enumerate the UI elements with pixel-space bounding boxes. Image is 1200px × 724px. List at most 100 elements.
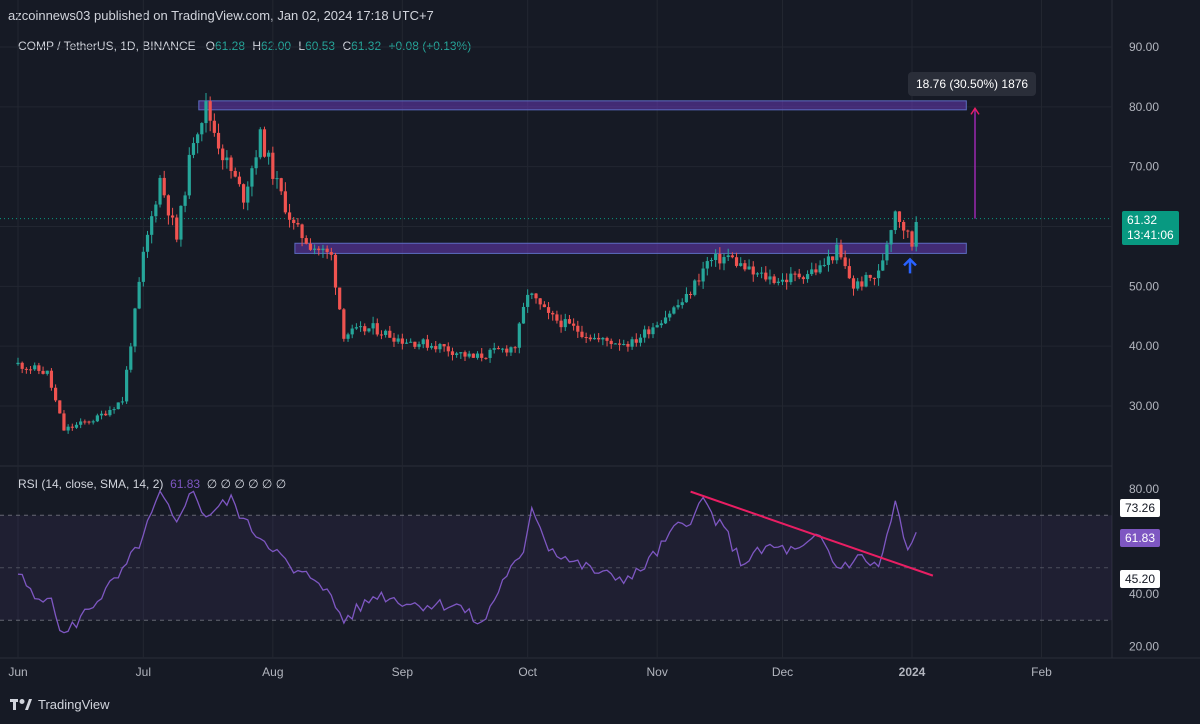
candle-body <box>346 334 350 339</box>
rsi-tick-label: 20.00 <box>1129 640 1159 654</box>
candle-body <box>434 345 438 350</box>
candle-body <box>797 273 801 278</box>
low-value: 60.53 <box>305 39 336 53</box>
candle-body <box>651 327 655 335</box>
candle-body <box>868 274 872 278</box>
candle-body <box>680 302 684 306</box>
candle-body <box>392 337 396 342</box>
candle-body <box>154 204 158 217</box>
candle-body <box>229 157 233 171</box>
candle-body <box>617 343 622 345</box>
candle-body <box>321 248 325 251</box>
rsi-empty-values: ∅ ∅ ∅ ∅ ∅ ∅ <box>206 477 287 491</box>
candle-body <box>688 294 693 296</box>
candle-body <box>388 330 392 338</box>
measure-tool[interactable] <box>970 107 980 219</box>
candle-body <box>764 272 768 280</box>
low-label: L <box>298 39 306 53</box>
candle-body <box>822 264 826 266</box>
candle-body <box>425 339 430 348</box>
candle-body <box>325 248 329 253</box>
candle-body <box>906 230 910 232</box>
candle-body <box>396 338 400 342</box>
candle-body <box>592 337 597 340</box>
candle-body <box>108 410 112 416</box>
candle-body <box>496 348 501 350</box>
candle-body <box>605 337 609 341</box>
bar-countdown: 13:41:06 <box>1127 228 1174 242</box>
rsi-value: 61.83 <box>170 477 201 491</box>
candle-body <box>576 325 580 332</box>
candle-body <box>358 326 363 328</box>
candle-body <box>384 330 388 335</box>
up-arrow-icon <box>903 257 917 274</box>
candle-body <box>275 178 279 180</box>
candle-body <box>630 339 634 347</box>
candle-body <box>400 338 404 344</box>
last-price-tag: 61.32 13:41:06 <box>1122 211 1179 245</box>
candle-body <box>513 347 517 349</box>
candle-body <box>726 255 730 258</box>
candle-body <box>33 365 37 370</box>
candle-body <box>676 305 680 308</box>
candle-body <box>546 307 551 313</box>
high-value: 62.00 <box>261 39 292 53</box>
candle-body <box>893 211 897 231</box>
candle-body <box>810 269 814 275</box>
candle-body <box>296 222 300 225</box>
candle-body <box>814 269 818 273</box>
candle-body <box>354 327 358 329</box>
time-tick-label: Sep <box>392 665 414 679</box>
candle-body <box>450 351 455 355</box>
candle-body <box>475 353 480 358</box>
candle-body <box>872 277 877 279</box>
price-tick-label: 70.00 <box>1129 160 1159 174</box>
candle-body <box>170 215 175 218</box>
candle-body <box>16 362 20 365</box>
rsi-legend: RSI (14, close, SMA, 14, 2) 61.83 ∅ ∅ ∅ … <box>18 477 286 491</box>
time-tick-label: Nov <box>646 665 667 679</box>
candle-body <box>409 341 413 343</box>
candle-body <box>112 409 116 411</box>
footer-brand[interactable]: TradingView <box>10 697 110 712</box>
candle-body <box>914 222 918 247</box>
candle-body <box>342 309 346 339</box>
open-value: 61.28 <box>214 39 245 53</box>
candle-body <box>480 353 484 358</box>
candle-body <box>221 148 225 161</box>
time-tick-label: Oct <box>518 665 537 679</box>
candle-body <box>150 216 154 235</box>
zones[interactable] <box>0 100 1112 254</box>
candle-body <box>705 261 709 269</box>
candle-body <box>267 152 271 157</box>
candle-body <box>66 426 70 431</box>
change-value: +0.08 (+0.13%) <box>388 39 472 53</box>
footer-brand-label: TradingView <box>38 697 110 712</box>
candle-body <box>429 345 434 348</box>
open-label: O <box>205 39 215 53</box>
candle-body <box>601 337 605 340</box>
candle-body <box>722 257 726 264</box>
candle-body <box>730 255 734 258</box>
candle-body <box>95 415 99 422</box>
rsi-title[interactable]: RSI (14, close, SMA, 14, 2) <box>18 477 164 491</box>
time-tick-label: Jul <box>136 665 151 679</box>
symbol-name[interactable]: COMP / TetherUS, 1D, BINANCE <box>18 39 196 53</box>
candle-body <box>216 132 221 149</box>
measure-label: 18.76 (30.50%) 1876 <box>908 72 1037 96</box>
candle-body <box>831 256 835 261</box>
candle-body <box>789 273 793 283</box>
candle-body <box>488 349 492 358</box>
candle-body <box>509 347 513 353</box>
candle-body <box>500 348 505 350</box>
candle-body <box>37 365 41 371</box>
candle-body <box>643 329 647 338</box>
candle-body <box>271 152 275 179</box>
candle-body <box>200 123 204 135</box>
rsi-pane[interactable] <box>0 489 1112 634</box>
candle-body <box>526 294 530 307</box>
candle-body <box>521 306 526 324</box>
candle-body <box>41 370 45 374</box>
candle-body <box>505 348 509 353</box>
